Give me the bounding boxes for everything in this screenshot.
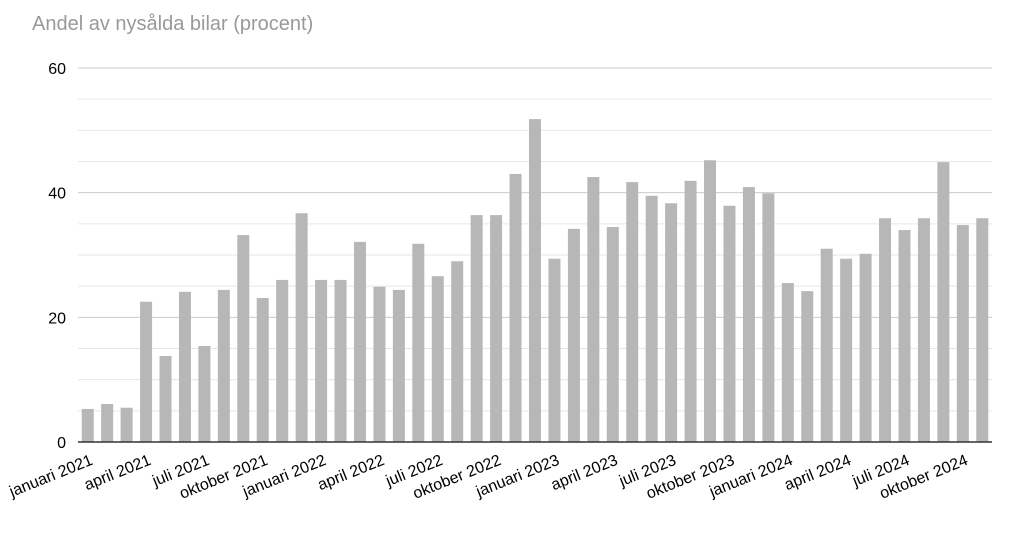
x-tick-label: april 2024: [782, 452, 854, 494]
bar: [684, 180, 697, 442]
bar: [840, 258, 853, 442]
bar: [529, 119, 541, 442]
bar: [256, 298, 269, 442]
bar: [548, 258, 561, 442]
bar: [237, 235, 250, 442]
x-tick-label: januari 2021: [6, 452, 95, 501]
bar: [898, 230, 911, 442]
bar: [742, 187, 755, 442]
bar: [159, 355, 172, 442]
bar: [645, 195, 658, 442]
bar: [101, 403, 114, 442]
bar: [353, 241, 366, 442]
x-tick-label: april 2021: [82, 452, 154, 494]
bar: [762, 193, 775, 442]
bar: [140, 301, 153, 442]
bar: [392, 289, 405, 442]
bar: [956, 225, 969, 442]
bar: [412, 243, 425, 442]
y-tick-label: 0: [57, 435, 66, 452]
bar: [120, 407, 133, 442]
bar: [976, 218, 989, 442]
bar: [859, 253, 872, 442]
bar: [587, 177, 600, 443]
bar: [665, 203, 678, 442]
bar: [704, 160, 717, 442]
bar: [373, 286, 386, 442]
bar: [820, 248, 833, 442]
bar: [490, 215, 503, 442]
bar: [470, 215, 483, 442]
bar: [879, 218, 892, 442]
bar: [917, 218, 930, 442]
bar: [509, 173, 522, 442]
bar: [567, 228, 580, 442]
bar: [276, 279, 289, 442]
y-tick-label: 20: [48, 310, 66, 327]
bar: [431, 276, 444, 442]
bar: [781, 283, 794, 442]
bar: [937, 162, 950, 442]
bar: [801, 291, 814, 442]
x-tick-label: april 2022: [315, 452, 387, 494]
y-tick-label: 60: [48, 61, 66, 78]
bar: [451, 261, 464, 442]
bar: [315, 279, 328, 442]
bar: [295, 213, 308, 442]
bar: [198, 346, 211, 442]
x-tick-label: april 2023: [549, 452, 621, 494]
bar: [723, 205, 736, 442]
bar: [606, 226, 619, 442]
bar: [334, 279, 347, 442]
y-tick-label: 40: [48, 186, 66, 203]
chart-title: Andel av nysålda bilar (procent): [32, 13, 313, 35]
bar: [81, 408, 94, 442]
bar: [626, 182, 639, 442]
bar: [178, 291, 191, 442]
bar: [217, 289, 230, 442]
